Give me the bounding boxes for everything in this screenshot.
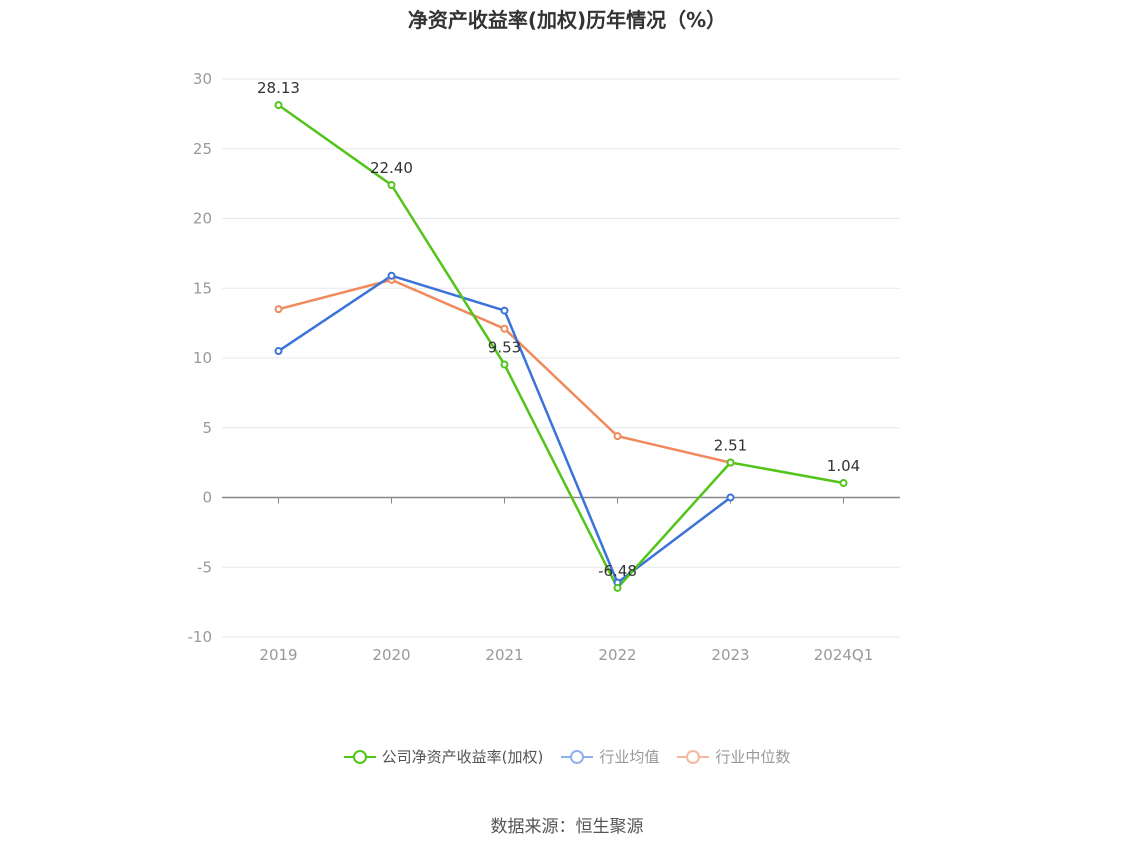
y-tick-label: 20 [193,210,212,228]
y-tick-label: 0 [202,489,212,507]
legend-swatch-company [343,747,376,767]
y-tick-label: -5 [197,558,212,576]
data-source: 数据来源：恒生聚源 [490,817,644,837]
legend: 公司净资产收益率(加权) 行业均值 行业中位数 [0,746,1134,767]
legend-item-company[interactable]: 公司净资产收益率(加权) [343,746,544,767]
data-label: 22.40 [370,159,413,177]
legend-item-industry-median[interactable]: 行业中位数 [677,746,790,767]
data-point-industry-avg [274,347,283,356]
data-label: 1.04 [827,457,860,475]
data-point-company [726,458,735,467]
legend-swatch-industry-avg [561,747,594,767]
y-tick-label: 5 [202,419,212,437]
legend-swatch-industry-median [677,747,710,767]
data-point-industry-median [613,432,622,441]
legend-label-industry-avg: 行业均值 [599,748,660,766]
y-tick-label: -10 [188,628,213,646]
data-point-industry-avg [726,493,735,502]
data-label: 28.13 [257,79,300,97]
legend-label-company: 公司净资产收益率(加权) [381,748,544,766]
data-label: -6.48 [598,562,637,580]
data-point-industry-avg [500,306,509,315]
data-point-company [839,478,848,487]
y-tick-label: 25 [193,140,212,158]
data-label: 2.51 [714,436,747,454]
x-tick-label: 2020 [372,646,410,664]
y-tick-label: 30 [193,70,212,88]
x-tick-label: 2021 [485,646,523,664]
chart-title: 净资产收益率(加权)历年情况（%） [407,8,727,32]
series-line-company [277,104,844,590]
data-point-industry-median [274,305,283,314]
data-point-company [613,583,622,592]
x-tick-label: 2023 [711,646,749,664]
data-label: 9.53 [488,339,521,357]
x-tick-label: 2019 [259,646,297,664]
y-tick-label: 15 [193,279,212,297]
y-tick-label: 10 [193,349,212,367]
legend-label-industry-median: 行业中位数 [715,748,791,766]
data-point-company [274,101,283,110]
legend-item-industry-avg[interactable]: 行业均值 [561,746,659,767]
data-point-industry-avg [387,271,396,280]
x-tick-label: 2022 [598,646,636,664]
data-point-industry-median [500,324,509,333]
data-point-company [500,360,509,369]
x-tick-label: 2024Q1 [814,646,874,664]
data-point-company [387,181,396,190]
